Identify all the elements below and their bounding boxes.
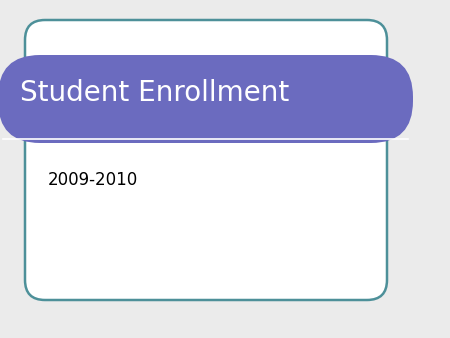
FancyBboxPatch shape	[25, 20, 387, 300]
FancyBboxPatch shape	[0, 55, 413, 143]
Text: Student Enrollment: Student Enrollment	[20, 79, 289, 107]
Text: 2009-2010: 2009-2010	[48, 171, 138, 189]
